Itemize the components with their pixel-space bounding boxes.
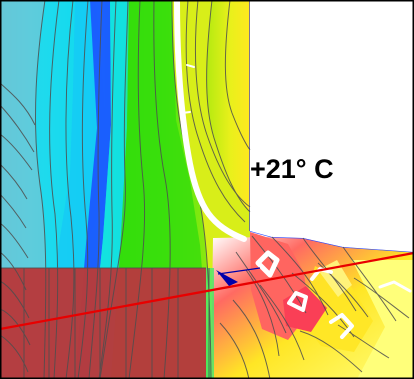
- arrow-line: [217, 267, 261, 275]
- measurement-line: [0, 251, 414, 331]
- brick-layer: [0, 268, 206, 379]
- temperature-label: +21° C: [250, 154, 334, 184]
- white-contours: [174, 0, 412, 339]
